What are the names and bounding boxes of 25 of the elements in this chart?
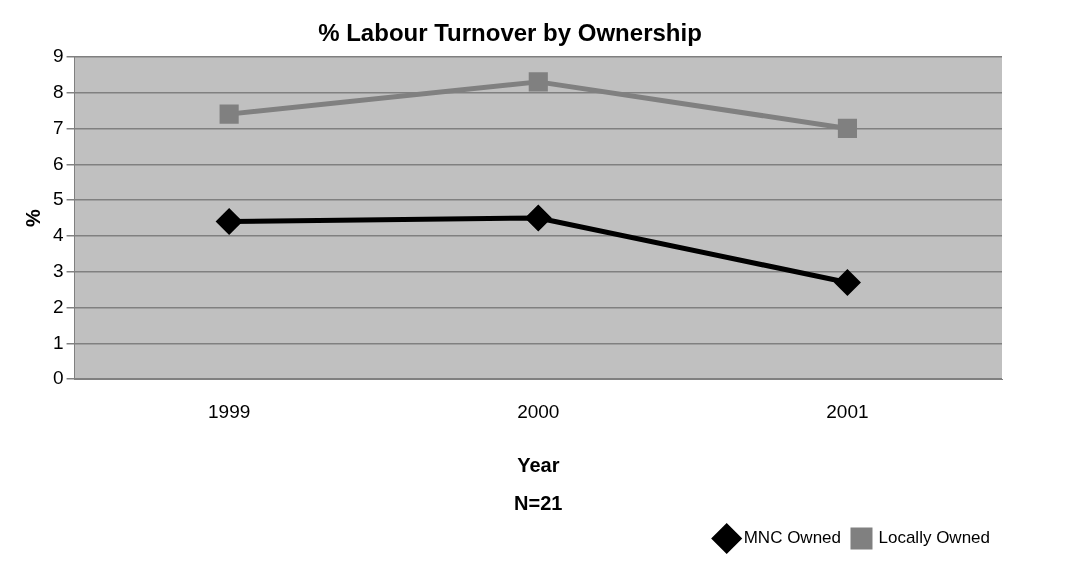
y-tick-label: 9 [52,45,64,67]
y-tick-label: 3 [52,259,64,281]
text: N=21 [514,491,563,514]
y-tick-label: 5 [52,188,64,210]
x-tick-label: 1999 [208,400,251,422]
y-tick-label: 8 [52,80,64,102]
y-tick-label: 7 [52,116,64,138]
point [216,209,242,235]
point [837,118,857,139]
x-axis-title: Year [517,453,560,476]
point [219,104,239,124]
y-tick-label: 2 [52,295,64,317]
y-axis-title: % [21,208,44,227]
legend-label: Locally Owned [878,528,991,548]
point [528,72,548,92]
y-tick-label: 0 [52,367,64,389]
y-tick-label: 1 [52,331,64,353]
point [834,269,860,295]
legend-label: MNC Owned [743,528,842,548]
x-tick-label: 2001 [826,400,869,422]
x-tick-label: 2000 [517,400,560,422]
y-tick-label: 4 [52,224,64,246]
point [525,205,551,231]
chart-title: % Labour Turnover by Ownership [318,19,702,47]
y-tick-label: 6 [52,152,64,174]
